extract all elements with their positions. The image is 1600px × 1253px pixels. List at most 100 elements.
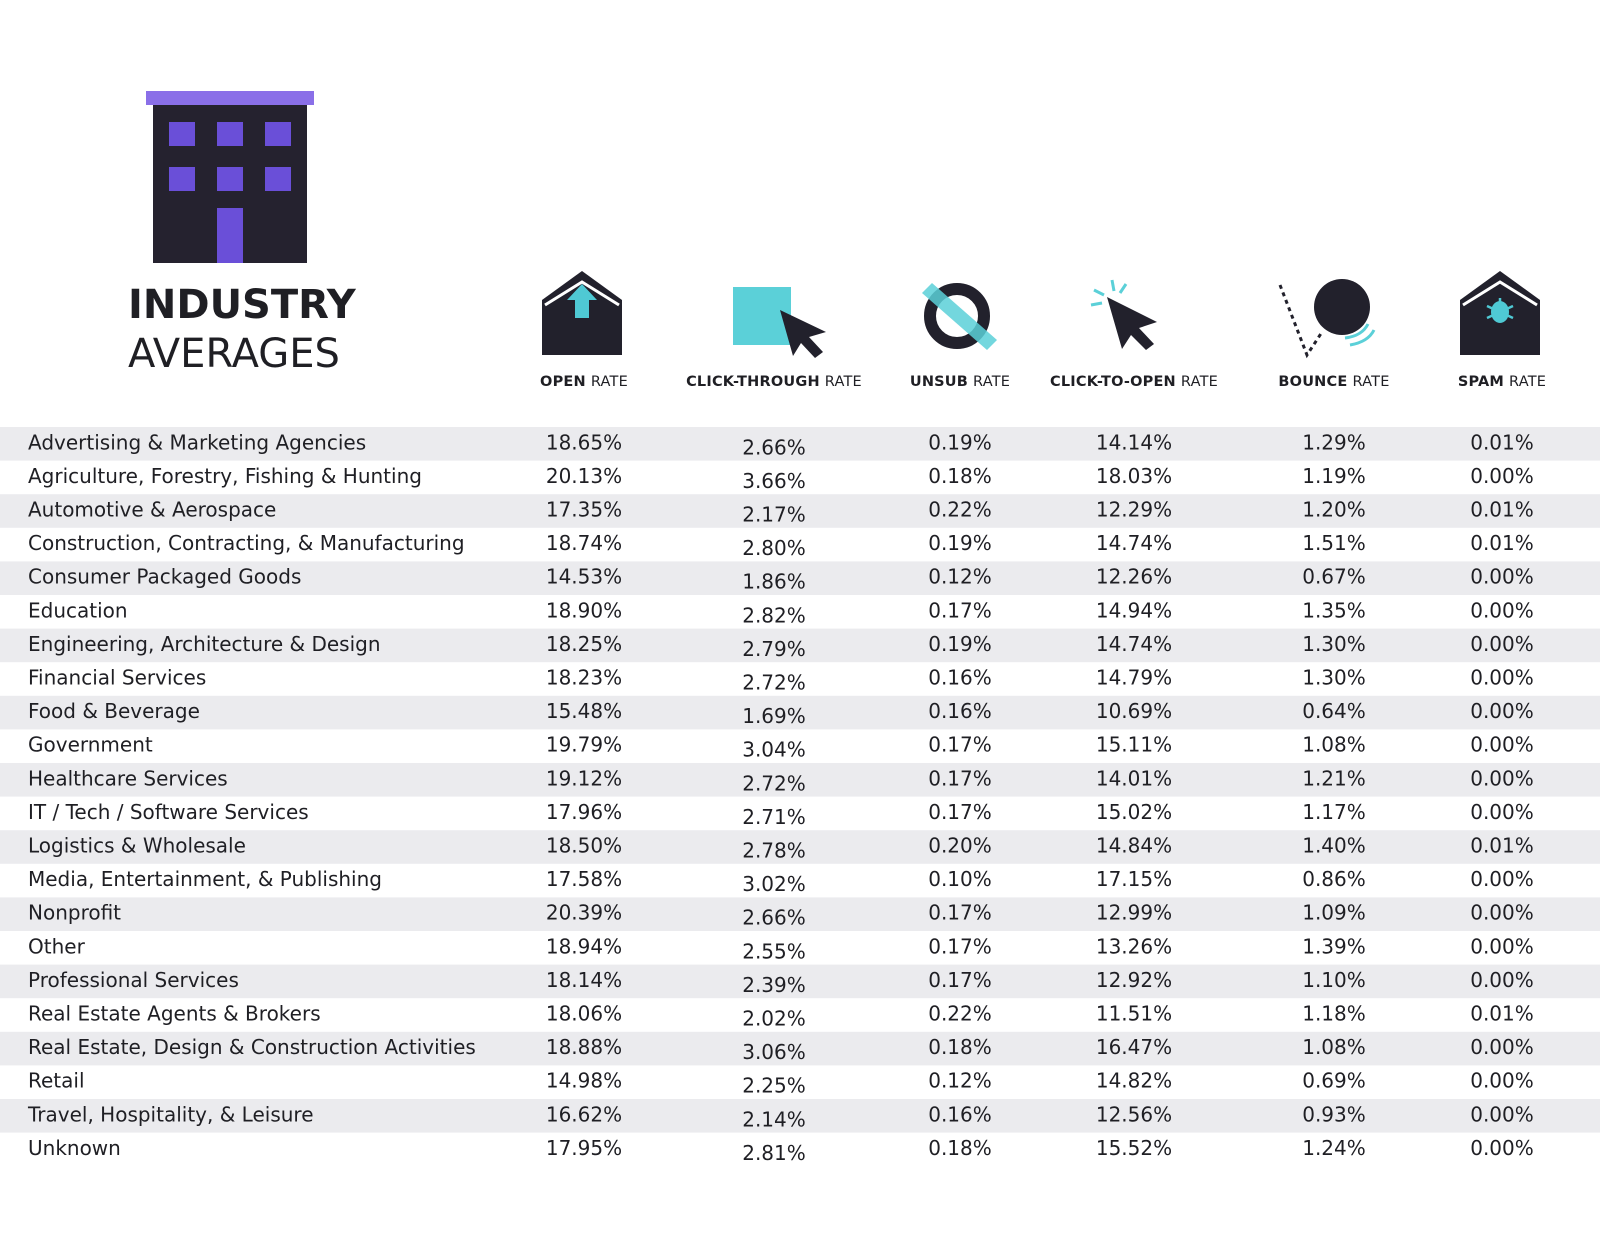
row-stripe bbox=[0, 628, 1600, 663]
rate-value: 14.79% bbox=[1096, 666, 1172, 690]
rate-value: 11.51% bbox=[1096, 1002, 1172, 1026]
row-stripe bbox=[0, 1031, 1600, 1066]
table-row: Retail 14.98% 2.25% 0.12% 14.82% 0.69% 0.00% bbox=[28, 1069, 1534, 1098]
industry-name: Construction, Contracting, & Manufacturi… bbox=[28, 531, 465, 555]
table-row: Real Estate Agents & Brokers 18.06% 2.02% 0… bbox=[28, 1002, 1534, 1031]
rate-value: 2.72% bbox=[742, 771, 806, 795]
rate-value: 1.18% bbox=[1302, 1002, 1366, 1026]
table-row: Food & Beverage 15.48% 1.69% 0.16% 10.69% 0.6… bbox=[0, 695, 1600, 730]
rate-value: 0.00% bbox=[1470, 867, 1534, 891]
rate-value: 14.74% bbox=[1096, 531, 1172, 555]
rate-value: 0.18% bbox=[928, 1035, 992, 1059]
table-row: Other 18.94% 2.55% 0.17% 13.26% 1.39% 0.00% bbox=[28, 934, 1534, 963]
column-header: BOUNCE RATE bbox=[1278, 374, 1389, 390]
rate-value: 3.06% bbox=[742, 1040, 806, 1064]
rate-value: 18.50% bbox=[546, 834, 622, 858]
rate-value: 19.12% bbox=[546, 766, 622, 790]
column-header-light: RATE bbox=[591, 374, 628, 390]
rate-value: 2.66% bbox=[742, 435, 806, 459]
rate-value: 12.99% bbox=[1096, 901, 1172, 925]
industry-name: Consumer Packaged Goods bbox=[28, 565, 301, 589]
rate-value: 14.84% bbox=[1096, 834, 1172, 858]
rate-value: 2.79% bbox=[742, 637, 806, 661]
industry-name: Logistics & Wholesale bbox=[28, 834, 246, 858]
industry-name: Real Estate Agents & Brokers bbox=[28, 1002, 321, 1026]
industry-name: Travel, Hospitality, & Leisure bbox=[27, 1102, 314, 1126]
rate-value: 18.06% bbox=[546, 1002, 622, 1026]
row-stripe bbox=[0, 494, 1600, 528]
rate-value: 0.00% bbox=[1470, 766, 1534, 790]
rate-value: 2.81% bbox=[742, 1141, 806, 1165]
rate-value: 2.02% bbox=[742, 1007, 806, 1031]
rate-value: 14.14% bbox=[1096, 430, 1172, 454]
column-header-light: RATE bbox=[1509, 374, 1546, 390]
rate-value: 0.12% bbox=[928, 565, 992, 589]
table-row: Government 19.79% 3.04% 0.17% 15.11% 1.08% 0.0… bbox=[28, 733, 1534, 762]
row-stripe bbox=[0, 897, 1600, 931]
rate-value: 0.00% bbox=[1470, 733, 1534, 757]
rate-value: 1.24% bbox=[1302, 1136, 1366, 1160]
table-row: Healthcare Services 19.12% 2.72% 0.17% 14.01… bbox=[0, 763, 1600, 797]
spam-icon bbox=[1460, 271, 1540, 355]
row-stripe bbox=[0, 695, 1600, 730]
rate-value: 0.00% bbox=[1470, 1069, 1534, 1093]
rate-value: 0.22% bbox=[928, 1002, 992, 1026]
industry-name: Retail bbox=[28, 1069, 85, 1093]
rate-value: 3.66% bbox=[742, 469, 806, 493]
column-header: OPEN RATE bbox=[540, 374, 628, 390]
industry-name: Advertising & Marketing Agencies bbox=[28, 430, 366, 454]
rate-value: 0.19% bbox=[928, 430, 992, 454]
rate-value: 10.69% bbox=[1096, 699, 1172, 723]
row-stripe bbox=[0, 427, 1600, 461]
rate-value: 18.88% bbox=[546, 1035, 622, 1059]
row-stripe bbox=[0, 1099, 1600, 1133]
industry-name: Financial Services bbox=[28, 666, 206, 690]
rate-value: 18.94% bbox=[546, 934, 622, 958]
industry-name: Real Estate, Design & Construction Activ… bbox=[28, 1035, 476, 1059]
rate-value: 0.01% bbox=[1470, 834, 1534, 858]
industry-name: Engineering, Architecture & Design bbox=[28, 632, 381, 656]
rate-value: 2.66% bbox=[742, 906, 806, 930]
rate-value: 0.86% bbox=[1302, 867, 1366, 891]
building-icon bbox=[146, 91, 314, 263]
rate-value: 0.64% bbox=[1302, 699, 1366, 723]
industry-name: Healthcare Services bbox=[28, 766, 228, 790]
rate-value: 12.29% bbox=[1096, 498, 1172, 522]
rate-value: 14.98% bbox=[546, 1069, 622, 1093]
rate-value: 0.00% bbox=[1470, 464, 1534, 488]
rate-value: 2.55% bbox=[742, 939, 806, 963]
rate-value: 1.86% bbox=[742, 570, 806, 594]
rate-value: 2.78% bbox=[742, 839, 806, 863]
table-row: Travel, Hospitality, & Leisure 16.62% 2.14… bbox=[0, 1099, 1600, 1133]
rate-value: 16.62% bbox=[546, 1102, 622, 1126]
rate-value: 0.17% bbox=[928, 598, 992, 622]
industry-name: IT / Tech / Software Services bbox=[28, 800, 309, 824]
rate-value: 0.19% bbox=[928, 531, 992, 555]
industry-name: Automotive & Aerospace bbox=[28, 498, 276, 522]
industry-name: Other bbox=[28, 934, 86, 958]
rate-value: 16.47% bbox=[1096, 1035, 1172, 1059]
table-row: Construction, Contracting, & Manufacturi… bbox=[28, 531, 1534, 560]
table-row: Engineering, Architecture & Design 18.25%… bbox=[0, 628, 1600, 663]
column-header-light: RATE bbox=[1352, 374, 1389, 390]
rate-value: 17.58% bbox=[546, 867, 622, 891]
rate-value: 0.16% bbox=[928, 666, 992, 690]
column-header-bold: SPAM bbox=[1458, 374, 1504, 390]
rate-value: 0.12% bbox=[928, 1069, 992, 1093]
rate-value: 18.25% bbox=[546, 632, 622, 656]
rate-value: 0.00% bbox=[1470, 901, 1534, 925]
table: Advertising & Marketing Agencies 18.65% 2.… bbox=[0, 427, 1600, 1165]
rate-value: 1.69% bbox=[742, 704, 806, 728]
open-rate-icon bbox=[542, 271, 622, 355]
rate-value: 1.21% bbox=[1302, 766, 1366, 790]
rate-value: 15.52% bbox=[1096, 1136, 1172, 1160]
rate-value: 2.14% bbox=[742, 1107, 806, 1131]
column-headers: OPEN RATE CLICK-THROUGH RATE UNSUB RATE CLICK-… bbox=[540, 374, 1546, 390]
rate-value: 2.39% bbox=[742, 973, 806, 997]
rate-value: 0.18% bbox=[928, 464, 992, 488]
rate-value: 1.39% bbox=[1302, 934, 1366, 958]
rate-value: 0.00% bbox=[1470, 699, 1534, 723]
rate-value: 0.17% bbox=[928, 733, 992, 757]
